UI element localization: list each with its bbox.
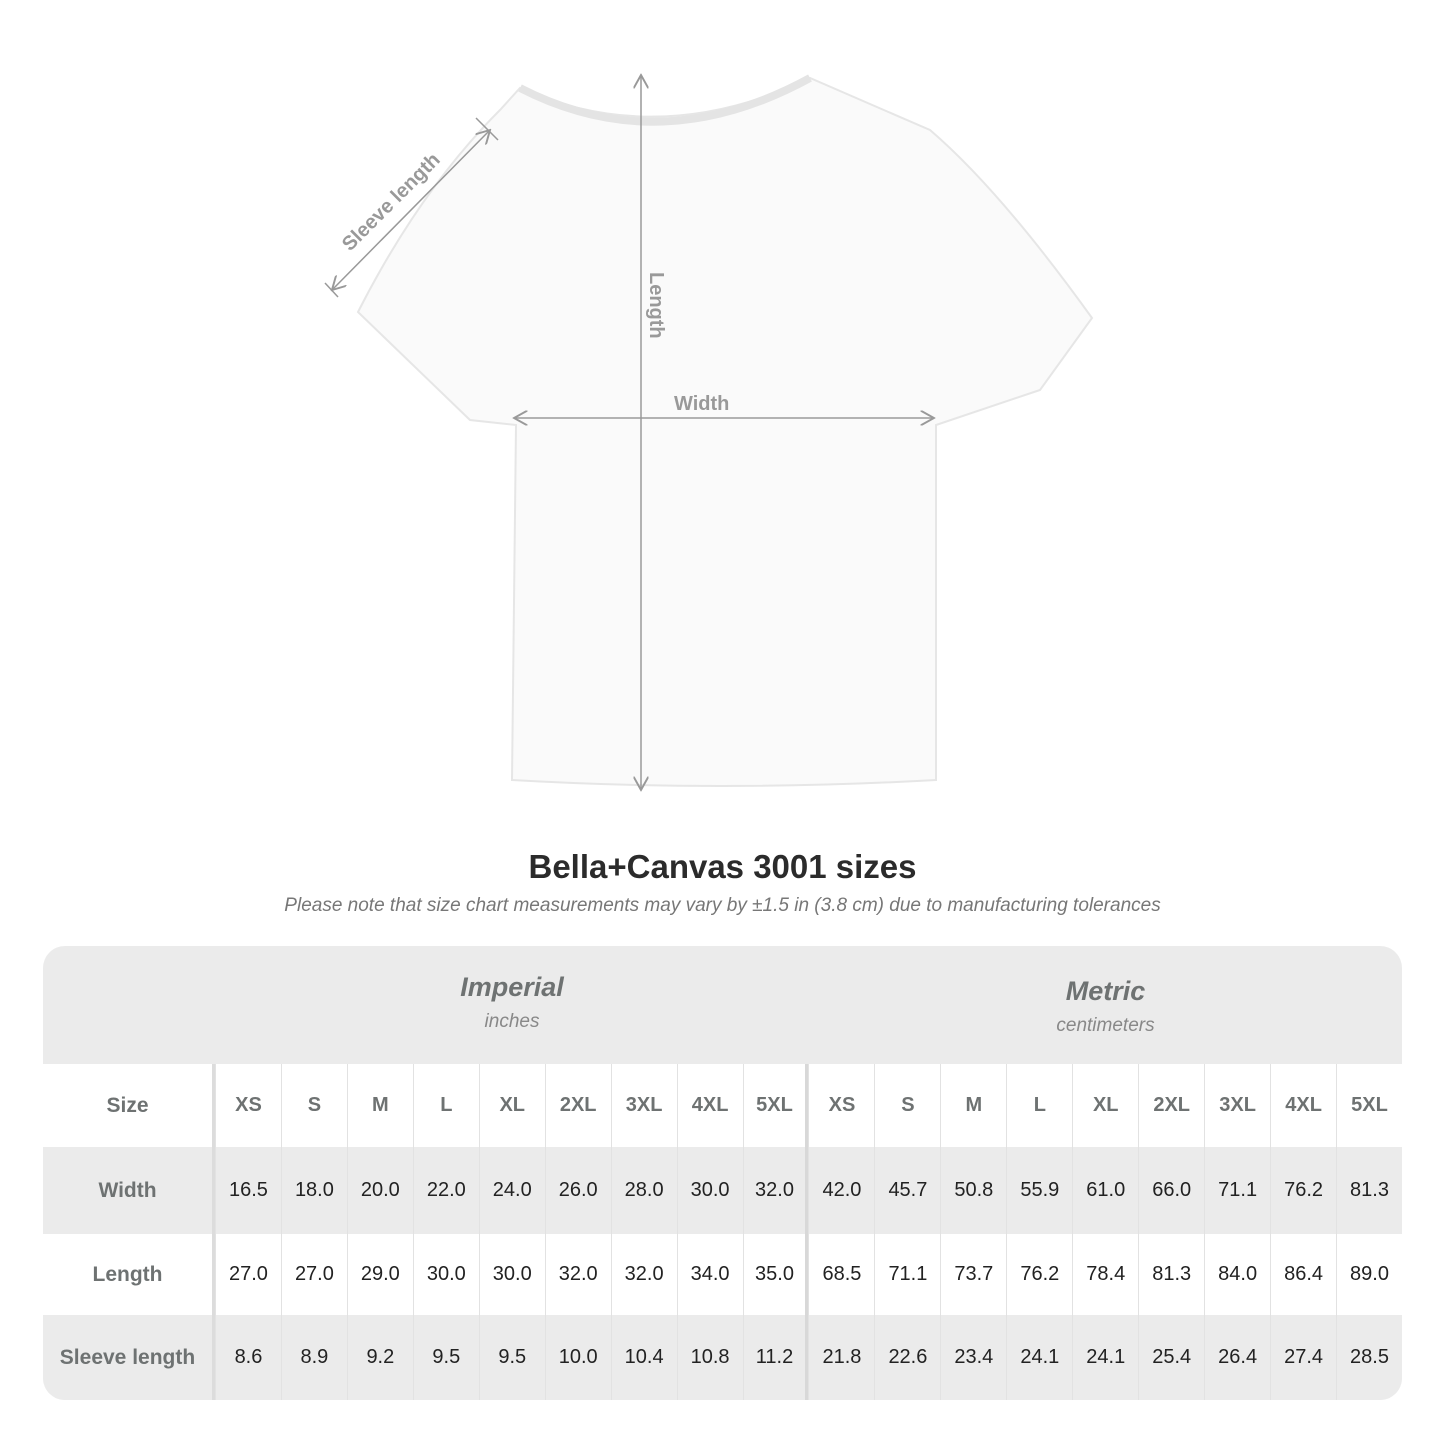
row-label: Size — [43, 1064, 215, 1147]
table-cell: 35.0 — [742, 1234, 809, 1315]
tshirt-diagram: Sleeve length Length Width — [324, 0, 1094, 820]
page-title: Bella+Canvas 3001 sizes — [528, 848, 917, 885]
size-header: 3XL — [610, 1064, 677, 1147]
table-cell: 32.0 — [742, 1147, 809, 1234]
size-header: 3XL — [1204, 1064, 1271, 1147]
length-label: Length — [645, 272, 667, 339]
table-cell: 81.3 — [1336, 1147, 1402, 1234]
table-cell: 28.0 — [610, 1147, 677, 1234]
metric-header: Metric centimeters — [809, 946, 1402, 1068]
size-header: S — [280, 1064, 347, 1147]
imperial-unit: inches — [484, 1011, 540, 1032]
table-cell: 30.0 — [478, 1234, 545, 1315]
table-cell: 28.5 — [1336, 1315, 1402, 1400]
table-cell: 45.7 — [874, 1147, 941, 1234]
table-cell: 22.0 — [412, 1147, 479, 1234]
table-cell: 30.0 — [676, 1147, 743, 1234]
table-cell: 78.4 — [1072, 1234, 1139, 1315]
size-header: XS — [808, 1064, 875, 1147]
table-cell: 29.0 — [346, 1234, 413, 1315]
tshirt-shape — [356, 76, 1094, 787]
table-cell: 9.2 — [346, 1315, 413, 1400]
table-cell: 32.0 — [544, 1234, 611, 1315]
table-cell: 42.0 — [808, 1147, 875, 1234]
table-cell: 24.1 — [1006, 1315, 1073, 1400]
table-cell: 11.2 — [742, 1315, 809, 1400]
table-cell: 27.4 — [1270, 1315, 1337, 1400]
size-header: S — [874, 1064, 941, 1147]
table-cell: 71.1 — [874, 1234, 941, 1315]
table-cell: 23.4 — [940, 1315, 1007, 1400]
table-cell: 81.3 — [1138, 1234, 1205, 1315]
size-header: 2XL — [1138, 1064, 1205, 1147]
table-cell: 9.5 — [478, 1315, 545, 1400]
size-header: 2XL — [544, 1064, 611, 1147]
size-grid: Size XS S M L XL 2XL 3XL 4XL 5XL XS S M L XL 2XL 3XL 4XL 5… — [43, 1064, 1402, 1400]
size-header: 4XL — [676, 1064, 743, 1147]
size-table: Imperial inches Metric centimeters Size X… — [43, 946, 1402, 1400]
size-header: 5XL — [742, 1064, 809, 1147]
table-cell: 27.0 — [280, 1234, 347, 1315]
table-cell: 18.0 — [280, 1147, 347, 1234]
size-header: M — [940, 1064, 1007, 1147]
table-cell: 10.8 — [676, 1315, 743, 1400]
table-cell: 50.8 — [940, 1147, 1007, 1234]
table-cell: 20.0 — [346, 1147, 413, 1234]
table-cell: 22.6 — [874, 1315, 941, 1400]
width-label: Width — [674, 393, 729, 415]
metric-unit: centimeters — [1056, 1015, 1155, 1036]
imperial-header: Imperial inches — [215, 946, 809, 1064]
size-header: 5XL — [1336, 1064, 1402, 1147]
table-cell: 34.0 — [676, 1234, 743, 1315]
table-cell: 86.4 — [1270, 1234, 1337, 1315]
sleeve-arrow — [332, 130, 490, 290]
table-cell: 24.1 — [1072, 1315, 1139, 1400]
table-cell: 26.4 — [1204, 1315, 1271, 1400]
table-cell: 55.9 — [1006, 1147, 1073, 1234]
table-cell: 10.4 — [610, 1315, 677, 1400]
size-header: XS — [215, 1064, 281, 1147]
table-cell: 32.0 — [610, 1234, 677, 1315]
table-cell: 76.2 — [1006, 1234, 1073, 1315]
table-cell: 26.0 — [544, 1147, 611, 1234]
table-cell: 8.9 — [280, 1315, 347, 1400]
table-cell: 66.0 — [1138, 1147, 1205, 1234]
size-header: L — [1006, 1064, 1073, 1147]
size-header: L — [412, 1064, 479, 1147]
table-cell: 21.8 — [808, 1315, 875, 1400]
tolerance-note: Please note that size chart measurements… — [284, 895, 1161, 916]
table-cell: 30.0 — [412, 1234, 479, 1315]
size-header: 4XL — [1270, 1064, 1337, 1147]
table-cell: 71.1 — [1204, 1147, 1271, 1234]
size-header: M — [346, 1064, 413, 1147]
table-cell: 24.0 — [478, 1147, 545, 1234]
table-cell: 76.2 — [1270, 1147, 1337, 1234]
table-cell: 68.5 — [808, 1234, 875, 1315]
table-cell: 10.0 — [544, 1315, 611, 1400]
table-cell: 61.0 — [1072, 1147, 1139, 1234]
metric-title: Metric — [1065, 976, 1146, 1006]
table-cell: 8.6 — [215, 1315, 281, 1400]
row-label: Width — [43, 1147, 215, 1234]
size-header: XL — [478, 1064, 545, 1147]
table-cell: 89.0 — [1336, 1234, 1402, 1315]
table-cell: 27.0 — [215, 1234, 281, 1315]
table-cell: 16.5 — [215, 1147, 281, 1234]
row-label: Length — [43, 1234, 215, 1315]
table-cell: 84.0 — [1204, 1234, 1271, 1315]
table-cell: 73.7 — [940, 1234, 1007, 1315]
imperial-title: Imperial — [460, 972, 564, 1002]
row-label: Sleeve length — [43, 1315, 215, 1400]
table-cell: 9.5 — [412, 1315, 479, 1400]
table-cell: 25.4 — [1138, 1315, 1205, 1400]
size-header: XL — [1072, 1064, 1139, 1147]
